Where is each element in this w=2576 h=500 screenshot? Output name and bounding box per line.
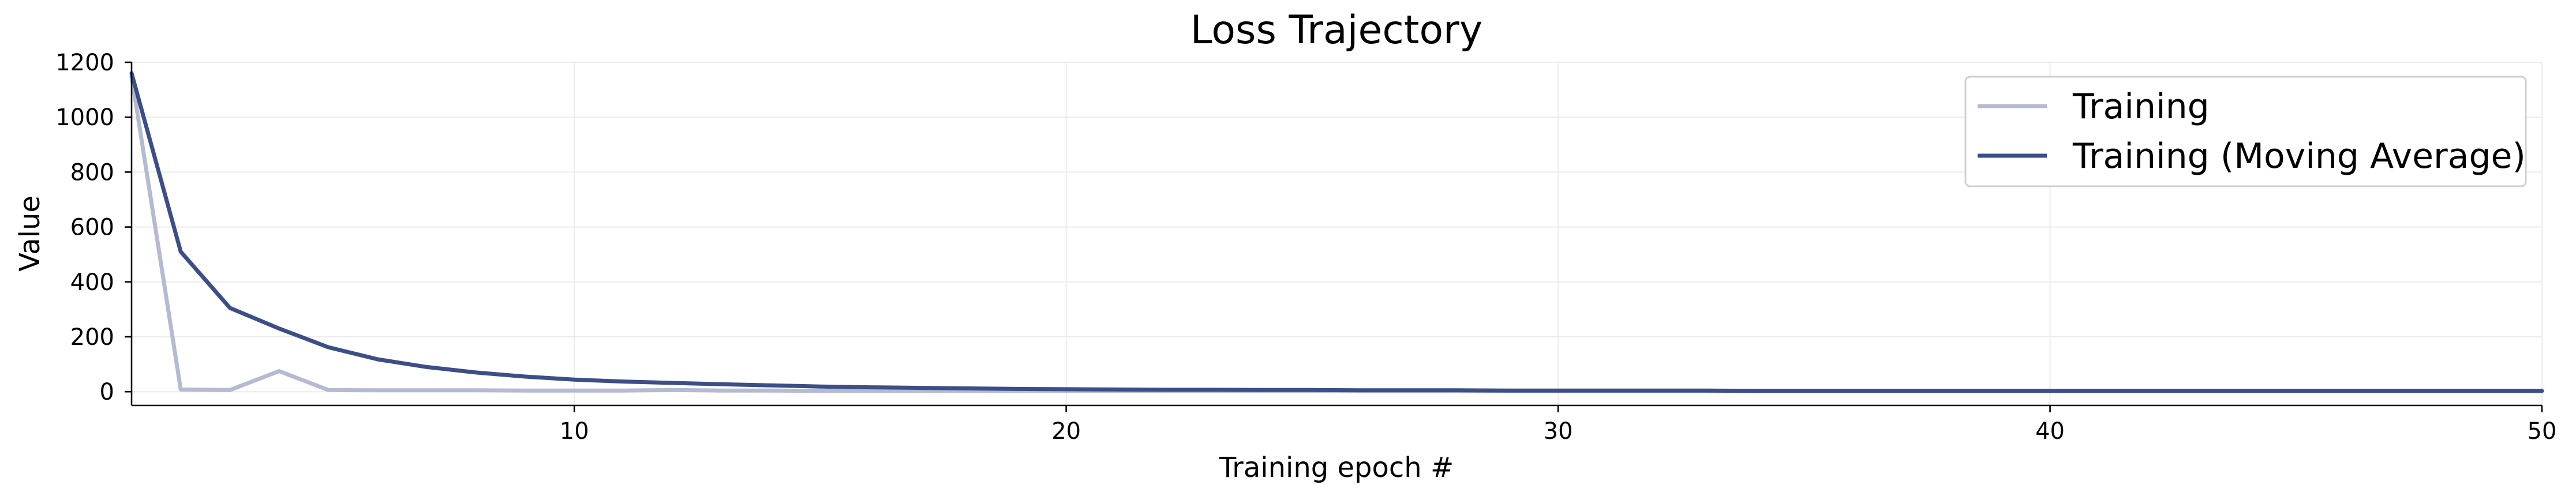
legend-frame bbox=[1964, 76, 2527, 187]
y-axis-label: Value bbox=[14, 196, 46, 272]
plot-series bbox=[129, 71, 2544, 393]
x-tick-label: 10 bbox=[560, 418, 589, 445]
x-axis-label: Training epoch # bbox=[1219, 452, 1454, 484]
y-tick-label: 1200 bbox=[55, 50, 114, 76]
y-tick-label: 800 bbox=[70, 159, 114, 186]
x-tick-label: 20 bbox=[1051, 418, 1081, 445]
y-tick-label: 200 bbox=[70, 324, 114, 351]
x-tick-label: 30 bbox=[1544, 418, 1573, 445]
y-tick-label: 1000 bbox=[55, 104, 114, 131]
y-tick-label: 600 bbox=[70, 215, 114, 241]
x-tick-label: 40 bbox=[2035, 418, 2065, 445]
chart-title: Loss Trajectory bbox=[1190, 7, 1483, 53]
x-axis-ticks: 10 20 30 40 50 bbox=[560, 405, 2557, 445]
x-tick-label: 50 bbox=[2528, 418, 2557, 445]
legend-label-training: Training bbox=[2072, 87, 2210, 127]
axes bbox=[130, 62, 2542, 407]
y-axis-ticks: 0 200 400 600 800 1000 1200 bbox=[55, 50, 132, 405]
legend-label-training-moving-average: Training (Moving Average) bbox=[2072, 136, 2526, 176]
y-tick-label: 400 bbox=[70, 269, 114, 296]
y-tick-label: 0 bbox=[100, 379, 114, 405]
series-line-training-moving-average bbox=[129, 71, 2544, 393]
chart-legend: Training Training (Moving Average) bbox=[1964, 76, 2527, 187]
